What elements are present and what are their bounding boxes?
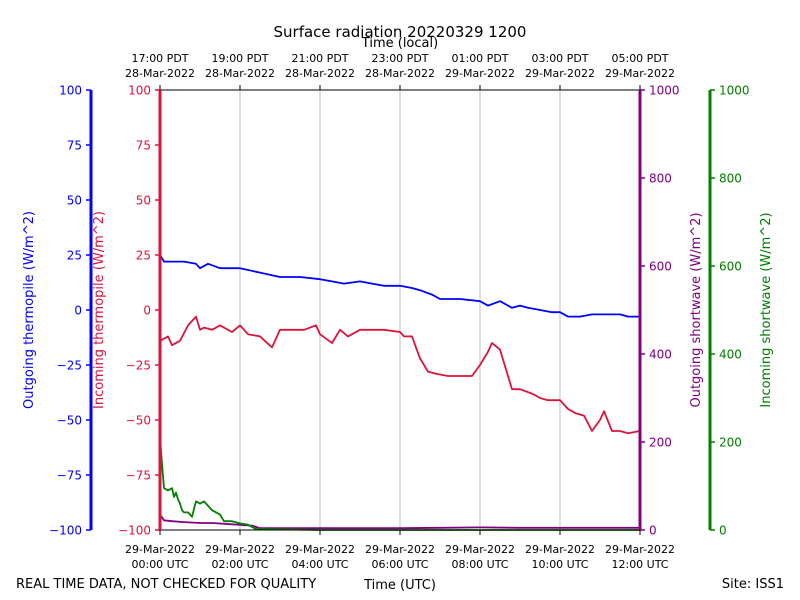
top-tick-time-2: 21:00 PDT	[291, 52, 348, 65]
tick-label-incoming_shortwave: 0	[719, 524, 727, 538]
top-tick-date-1: 28-Mar-2022	[205, 67, 275, 80]
bottom-tick-date-4: 29-Mar-2022	[445, 543, 515, 556]
bottom-tick-date-6: 29-Mar-2022	[605, 543, 675, 556]
tick-label-incoming_shortwave: 1000	[719, 84, 750, 98]
tick-label-incoming_shortwave: 200	[719, 436, 742, 450]
tick-label-incoming_thermopile: 100	[128, 84, 151, 98]
quality-disclaimer: REAL TIME DATA, NOT CHECKED FOR QUALITY	[16, 577, 316, 592]
tick-label-incoming_shortwave: 400	[719, 348, 742, 362]
top-tick-date-5: 29-Mar-2022	[525, 67, 595, 80]
bottom-tick-time-5: 10:00 UTC	[531, 558, 588, 571]
tick-label-outgoing_thermopile: −25	[57, 359, 82, 373]
top-tick-date-0: 28-Mar-2022	[125, 67, 195, 80]
series-incoming-thermopile	[159, 315, 641, 435]
bottom-tick-time-0: 00:00 UTC	[131, 558, 188, 571]
axis-outgoing_shortwave: 0 200 400 600 800 1000 Outgoing shortwave (W/m…	[638, 84, 704, 538]
site-label: Site: ISS1	[722, 577, 784, 592]
tick-label-incoming_thermopile: 50	[136, 194, 151, 208]
tick-label-outgoing_shortwave: 0	[649, 524, 657, 538]
tick-label-incoming_shortwave: 600	[719, 260, 742, 274]
series-incoming-shortwave	[159, 437, 640, 531]
top-tick-date-2: 28-Mar-2022	[285, 67, 355, 80]
tick-label-incoming_thermopile: −25	[126, 359, 151, 373]
tick-label-outgoing_thermopile: −50	[57, 414, 82, 428]
tick-label-outgoing_thermopile: 25	[67, 249, 82, 263]
tick-label-incoming_thermopile: −100	[118, 524, 151, 538]
axis-incoming_shortwave: 0 200 400 600 800 1000 Incoming shortwave (W/m…	[708, 84, 774, 538]
axis-outgoing_thermopile: −100 −75 −50 −25 0 25 50 75 100 Outgoing thermopi…	[22, 84, 93, 538]
tick-label-outgoing_thermopile: 100	[59, 84, 82, 98]
tick-label-incoming_thermopile: −50	[126, 414, 151, 428]
axis-incoming_thermopile: −100 −75 −50 −25 0 25 50 75 100 Incoming thermopi…	[92, 84, 162, 538]
axis-label-incoming_shortwave: Incoming shortwave (W/m^2)	[759, 212, 774, 407]
top-x-axis-label: Time (local)	[361, 36, 438, 51]
top-tick-date-6: 29-Mar-2022	[605, 67, 675, 80]
top-tick-time-4: 01:00 PDT	[451, 52, 508, 65]
top-tick-time-3: 23:00 PDT	[371, 52, 428, 65]
bottom-tick-date-0: 29-Mar-2022	[125, 543, 195, 556]
bottom-tick-time-6: 12:00 UTC	[611, 558, 668, 571]
tick-label-outgoing_thermopile: 50	[67, 194, 82, 208]
data-series	[159, 254, 641, 531]
x-axis-ticks: 29-Mar-2022 00:00 UTC 29-Mar-2022 02:00 UTC…	[125, 52, 675, 571]
tick-label-outgoing_thermopile: −100	[49, 524, 82, 538]
grid-lines	[239, 90, 561, 530]
tick-label-outgoing_thermopile: −75	[57, 469, 82, 483]
tick-label-outgoing_shortwave: 200	[649, 436, 672, 450]
tick-label-incoming_thermopile: 0	[143, 304, 151, 318]
bottom-tick-date-1: 29-Mar-2022	[205, 543, 275, 556]
top-tick-time-1: 19:00 PDT	[211, 52, 268, 65]
series-outgoing-thermopile	[159, 254, 640, 318]
bottom-tick-time-2: 04:00 UTC	[291, 558, 348, 571]
axes: −100 −75 −50 −25 0 25 50 75 100 Outgoing thermopi…	[22, 84, 774, 538]
tick-label-outgoing_shortwave: 1000	[649, 84, 680, 98]
axis-label-outgoing_thermopile: Outgoing thermopile (W/m^2)	[22, 211, 37, 409]
bottom-tick-date-2: 29-Mar-2022	[285, 543, 355, 556]
tick-label-incoming_thermopile: 75	[136, 139, 151, 153]
axis-label-outgoing_shortwave: Outgoing shortwave (W/m^2)	[689, 212, 704, 407]
top-tick-time-5: 03:00 PDT	[531, 52, 588, 65]
tick-label-outgoing_thermopile: 75	[67, 139, 82, 153]
top-tick-time-0: 17:00 PDT	[131, 52, 188, 65]
tick-label-incoming_thermopile: −75	[126, 469, 151, 483]
tick-label-incoming_thermopile: 25	[136, 249, 151, 263]
tick-label-incoming_shortwave: 800	[719, 172, 742, 186]
top-tick-time-6: 05:00 PDT	[611, 52, 668, 65]
bottom-tick-date-3: 29-Mar-2022	[365, 543, 435, 556]
tick-label-outgoing_shortwave: 800	[649, 172, 672, 186]
axis-label-incoming_thermopile: Incoming thermopile (W/m^2)	[92, 211, 107, 409]
top-tick-date-4: 29-Mar-2022	[445, 67, 515, 80]
bottom-tick-time-3: 06:00 UTC	[371, 558, 428, 571]
chart-title: Surface radiation 20220329 1200	[274, 23, 527, 41]
bottom-x-axis-label: Time (UTC)	[363, 578, 436, 593]
tick-label-outgoing_shortwave: 600	[649, 260, 672, 274]
top-tick-date-3: 28-Mar-2022	[365, 67, 435, 80]
bottom-tick-time-1: 02:00 UTC	[211, 558, 268, 571]
tick-label-outgoing_thermopile: 0	[74, 304, 82, 318]
tick-label-outgoing_shortwave: 400	[649, 348, 672, 362]
bottom-tick-time-4: 08:00 UTC	[451, 558, 508, 571]
bottom-tick-date-5: 29-Mar-2022	[525, 543, 595, 556]
